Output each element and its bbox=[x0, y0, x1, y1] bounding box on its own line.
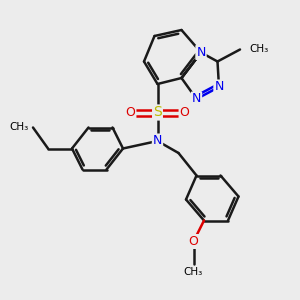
Text: N: N bbox=[214, 80, 224, 94]
Text: O: O bbox=[180, 106, 189, 119]
Text: N: N bbox=[196, 46, 206, 59]
Text: O: O bbox=[189, 235, 198, 248]
Text: S: S bbox=[153, 106, 162, 119]
Text: N: N bbox=[153, 134, 162, 148]
Text: N: N bbox=[192, 92, 201, 106]
Text: CH₃: CH₃ bbox=[9, 122, 28, 133]
Text: CH₃: CH₃ bbox=[249, 44, 268, 55]
Text: CH₃: CH₃ bbox=[184, 267, 203, 277]
Text: O: O bbox=[126, 106, 135, 119]
